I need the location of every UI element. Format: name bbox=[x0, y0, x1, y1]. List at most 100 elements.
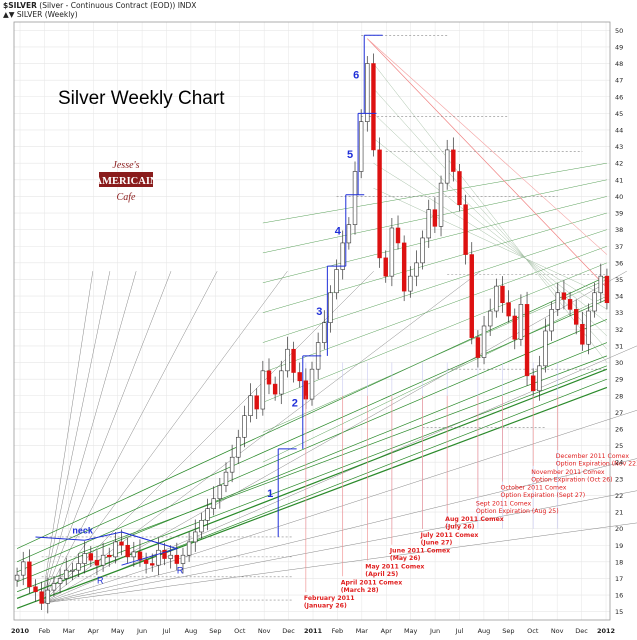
fan-line bbox=[41, 271, 172, 604]
candle-body bbox=[561, 292, 567, 300]
x-tick-label: Apr bbox=[88, 627, 100, 635]
candle-body bbox=[248, 395, 253, 416]
candle-body bbox=[598, 275, 603, 294]
y-tick-label: 38 bbox=[615, 226, 623, 234]
x-tick-label: Nov bbox=[258, 627, 271, 635]
symbol-label: $SILVER bbox=[3, 1, 37, 10]
candle-body bbox=[395, 227, 401, 244]
candle-body bbox=[518, 304, 524, 340]
candle-body bbox=[530, 375, 536, 392]
logo-line-2: AMERICAIN bbox=[97, 176, 155, 187]
y-tick-label: 42 bbox=[615, 160, 623, 168]
candle-body bbox=[76, 563, 81, 571]
x-tick-label: Jun bbox=[429, 627, 440, 635]
candle-body bbox=[217, 485, 223, 500]
candle-body bbox=[389, 227, 395, 277]
expiration-label: (June 27) bbox=[421, 539, 453, 546]
expiration-label: (March 28) bbox=[341, 587, 379, 594]
y-tick-label: 17 bbox=[615, 575, 623, 583]
candle-body bbox=[156, 549, 161, 566]
candle-body bbox=[21, 561, 26, 576]
candle-body bbox=[543, 330, 548, 367]
chart-legend-line: ▲▼ SILVER (Weekly) bbox=[3, 10, 78, 19]
candle-body bbox=[70, 569, 75, 572]
y-tick-label: 34 bbox=[615, 293, 623, 301]
fan-line bbox=[41, 458, 637, 604]
x-tick-label: Oct bbox=[234, 627, 246, 635]
y-tick-label: 27 bbox=[615, 409, 623, 417]
candle-body bbox=[211, 498, 216, 510]
y-tick-label: 47 bbox=[615, 77, 623, 85]
y-tick-label: 46 bbox=[615, 93, 623, 101]
candle-body bbox=[14, 574, 20, 581]
y-tick-label: 39 bbox=[615, 210, 623, 218]
candle-body bbox=[150, 563, 155, 566]
y-tick-label: 31 bbox=[615, 342, 623, 350]
fan-line bbox=[139, 378, 608, 563]
candle-body bbox=[94, 559, 100, 566]
candle-body bbox=[131, 551, 137, 558]
candle-body bbox=[279, 370, 284, 395]
x-tick-label: Dec bbox=[282, 627, 295, 635]
y-tick-label: 23 bbox=[615, 475, 623, 483]
candle-body bbox=[199, 520, 204, 533]
candle-body bbox=[444, 149, 450, 184]
y-tick-label: 25 bbox=[615, 442, 623, 450]
fan-line bbox=[41, 410, 637, 604]
fan-line bbox=[41, 270, 627, 604]
expiration-label: April 2011 Comex bbox=[341, 579, 402, 586]
candle-body bbox=[205, 508, 210, 521]
expiration-label: Option Expiration (Nov 22) bbox=[556, 461, 637, 468]
fan-line bbox=[41, 271, 94, 604]
triangle-pattern bbox=[121, 531, 179, 566]
x-tick-label: 2012 bbox=[597, 627, 615, 635]
expiration-label: Sept 2011 Comex bbox=[476, 500, 532, 507]
x-tick-label: May bbox=[111, 627, 125, 635]
candle-body bbox=[469, 254, 474, 338]
fan-line bbox=[373, 187, 608, 297]
x-tick-label: 2010 bbox=[11, 627, 30, 635]
candle-body bbox=[328, 292, 333, 323]
fan-line bbox=[41, 271, 111, 604]
candle-body bbox=[494, 285, 499, 312]
expiration-label: February 2011 bbox=[304, 595, 355, 602]
candle-body bbox=[266, 370, 272, 385]
y-tick-label: 49 bbox=[615, 43, 623, 51]
candle-body bbox=[236, 436, 241, 458]
x-tick-label: Jun bbox=[136, 627, 147, 635]
fan-line bbox=[373, 163, 608, 310]
candle-body bbox=[401, 242, 407, 292]
y-tick-label: 18 bbox=[615, 558, 623, 566]
wave-label: 5 bbox=[347, 149, 353, 161]
x-tick-label: Apr bbox=[381, 627, 393, 635]
plot-frame bbox=[13, 21, 611, 621]
expiration-label: Option Expiration (Oct 26) bbox=[531, 476, 612, 483]
x-tick-label: Aug bbox=[478, 627, 491, 635]
candle-body bbox=[426, 209, 431, 239]
y-tick-label: 50 bbox=[615, 27, 623, 35]
expiration-label: Option Expiration (Sept 27) bbox=[500, 492, 585, 499]
candle-body bbox=[500, 285, 505, 304]
x-tick-label: Mar bbox=[356, 627, 369, 635]
y-tick-label: 26 bbox=[615, 425, 623, 433]
candle-body bbox=[113, 541, 118, 558]
candle-body bbox=[174, 554, 180, 564]
candle-body bbox=[143, 559, 149, 564]
expiration-label: (April 25) bbox=[365, 571, 398, 578]
fan-line bbox=[41, 271, 288, 604]
expiration-label: June 2011 Comex bbox=[389, 548, 450, 555]
candle-body bbox=[408, 275, 413, 292]
y-tick-label: 32 bbox=[615, 326, 623, 334]
x-tick-label: Sep bbox=[502, 627, 514, 635]
candle-body bbox=[524, 304, 530, 377]
candle-body bbox=[242, 415, 247, 438]
y-tick-label: 43 bbox=[615, 143, 623, 151]
y-tick-label: 19 bbox=[615, 542, 623, 550]
candle-body bbox=[549, 309, 554, 332]
fan-line bbox=[16, 299, 608, 563]
candle-body bbox=[82, 553, 87, 564]
x-tick-label: Nov bbox=[551, 627, 564, 635]
candle-body bbox=[180, 554, 186, 564]
fan-line bbox=[373, 113, 608, 337]
